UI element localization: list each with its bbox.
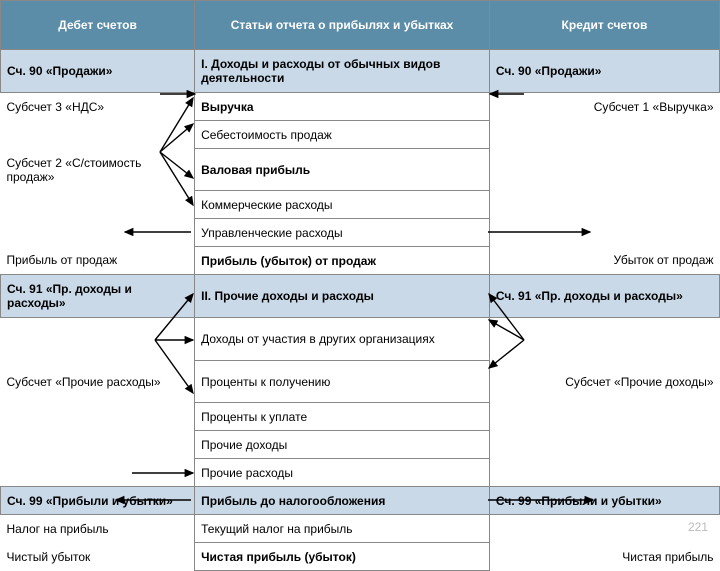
r5r — [489, 219, 719, 247]
r5l — [1, 219, 195, 247]
r11m: Прочие расходы — [195, 459, 490, 487]
r13m: Чистая прибыль (убыток) — [195, 543, 490, 571]
r6r: Убыток от продаж — [489, 247, 719, 275]
r11r — [489, 459, 719, 487]
sec3-right: Сч. 99 «Прибыли и убытки» — [489, 487, 719, 515]
r1l: Субсчет 3 «НДС» — [1, 93, 195, 121]
r2m: Себестоимость продаж — [195, 121, 490, 149]
pl-structure-table: Дебет счетов Статьи отчета о прибылях и … — [0, 0, 720, 571]
hdr-middle: Статьи отчета о прибылях и убытках — [195, 1, 490, 50]
r4m: Коммерческие расходы — [195, 191, 490, 219]
sec3-mid: Прибыль до налогообложения — [195, 487, 490, 515]
r2l — [1, 121, 195, 149]
r8m: Проценты к получению — [195, 361, 490, 403]
r2r — [489, 121, 719, 149]
r12l: Налог на прибыль — [1, 515, 195, 543]
r4r — [489, 191, 719, 219]
r13l: Чистый убыток — [1, 543, 195, 571]
r5m: Управленческие расходы — [195, 219, 490, 247]
section-1: Сч. 90 «Продажи» I. Доходы и расходы от … — [1, 50, 720, 93]
r10m: Прочие доходы — [195, 431, 490, 459]
r8l: Субсчет «Прочие расходы» — [1, 361, 195, 403]
page-number: 221 — [688, 520, 708, 534]
r11l — [1, 459, 195, 487]
r13r: Чистая прибыль — [489, 543, 719, 571]
r6m: Прибыль (убыток) от продаж — [195, 247, 490, 275]
sec1-mid: I. Доходы и расходы от обычных видов дея… — [195, 50, 490, 93]
header-row: Дебет счетов Статьи отчета о прибылях и … — [1, 1, 720, 50]
sec2-right: Сч. 91 «Пр. доходы и расходы» — [489, 275, 719, 318]
r7l — [1, 318, 195, 361]
section-2: Сч. 91 «Пр. доходы и расходы» II. Прочие… — [1, 275, 720, 318]
r1r: Субсчет 1 «Выручка» — [489, 93, 719, 121]
r4l — [1, 191, 195, 219]
r6l: Прибыль от продаж — [1, 247, 195, 275]
r10r — [489, 431, 719, 459]
r7m: Доходы от участия в других организациях — [195, 318, 490, 361]
sec1-right: Сч. 90 «Продажи» — [489, 50, 719, 93]
r10l — [1, 431, 195, 459]
r9r — [489, 403, 719, 431]
r3l: Субсчет 2 «С/стоимость продаж» — [1, 149, 195, 191]
sec3-left: Сч. 99 «Прибыли и убытки» — [1, 487, 195, 515]
hdr-debit: Дебет счетов — [1, 1, 195, 50]
section-3: Сч. 99 «Прибыли и убытки» Прибыль до нал… — [1, 487, 720, 515]
sec2-mid: II. Прочие доходы и расходы — [195, 275, 490, 318]
r12r — [489, 515, 719, 543]
r8r: Субсчет «Прочие доходы» — [489, 361, 719, 403]
sec1-left: Сч. 90 «Продажи» — [1, 50, 195, 93]
r9m: Проценты к уплате — [195, 403, 490, 431]
r7r — [489, 318, 719, 361]
r1m: Выручка — [195, 93, 490, 121]
hdr-credit: Кредит счетов — [489, 1, 719, 50]
r9l — [1, 403, 195, 431]
sec2-left: Сч. 91 «Пр. доходы и расходы» — [1, 275, 195, 318]
r12m: Текущий налог на прибыль — [195, 515, 490, 543]
r3m: Валовая прибыль — [195, 149, 490, 191]
r3r — [489, 149, 719, 191]
